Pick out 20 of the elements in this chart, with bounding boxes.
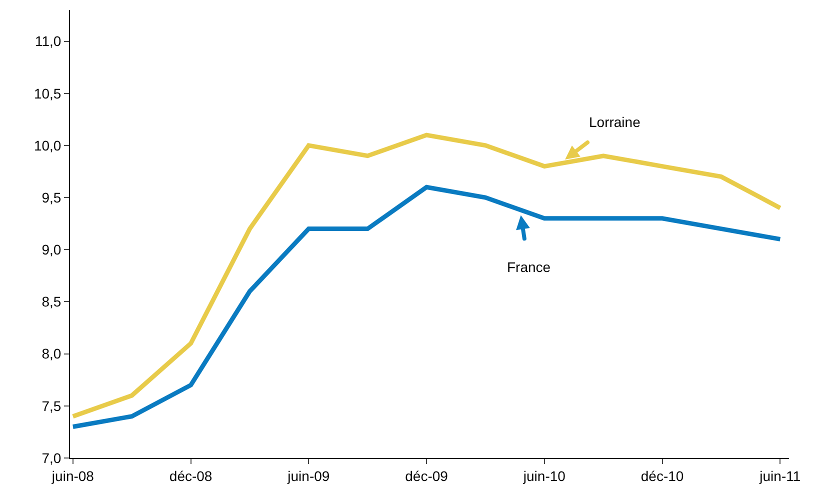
y-tick-label: 10,5 <box>34 85 62 102</box>
y-tick-label: 9,0 <box>42 242 62 258</box>
y-tick-label: 7,0 <box>42 450 62 466</box>
y-tick-label: 8,0 <box>42 346 62 362</box>
text: France <box>507 259 551 275</box>
y-tick-label: 7,5 <box>42 398 62 414</box>
line-series <box>70 184 782 429</box>
x-tick-label: juin-09 <box>286 468 330 484</box>
x-tick-label: juin-08 <box>50 468 94 484</box>
series-label: Lorraine <box>589 114 641 130</box>
x-tick-label: déc-08 <box>169 468 212 484</box>
x-tick-label: juin-10 <box>522 468 566 484</box>
y-tick-label: 9,5 <box>42 189 62 206</box>
x-tick-label: juin-11 <box>758 468 801 484</box>
y-tick-label: 10,0 <box>34 137 62 154</box>
line-series <box>70 132 782 419</box>
y-tick-label: 8,5 <box>42 294 62 310</box>
x-tick-label: déc-10 <box>640 468 684 484</box>
y-tick-label: 11,0 <box>34 33 62 50</box>
x-tick-label: déc-09 <box>405 468 448 484</box>
